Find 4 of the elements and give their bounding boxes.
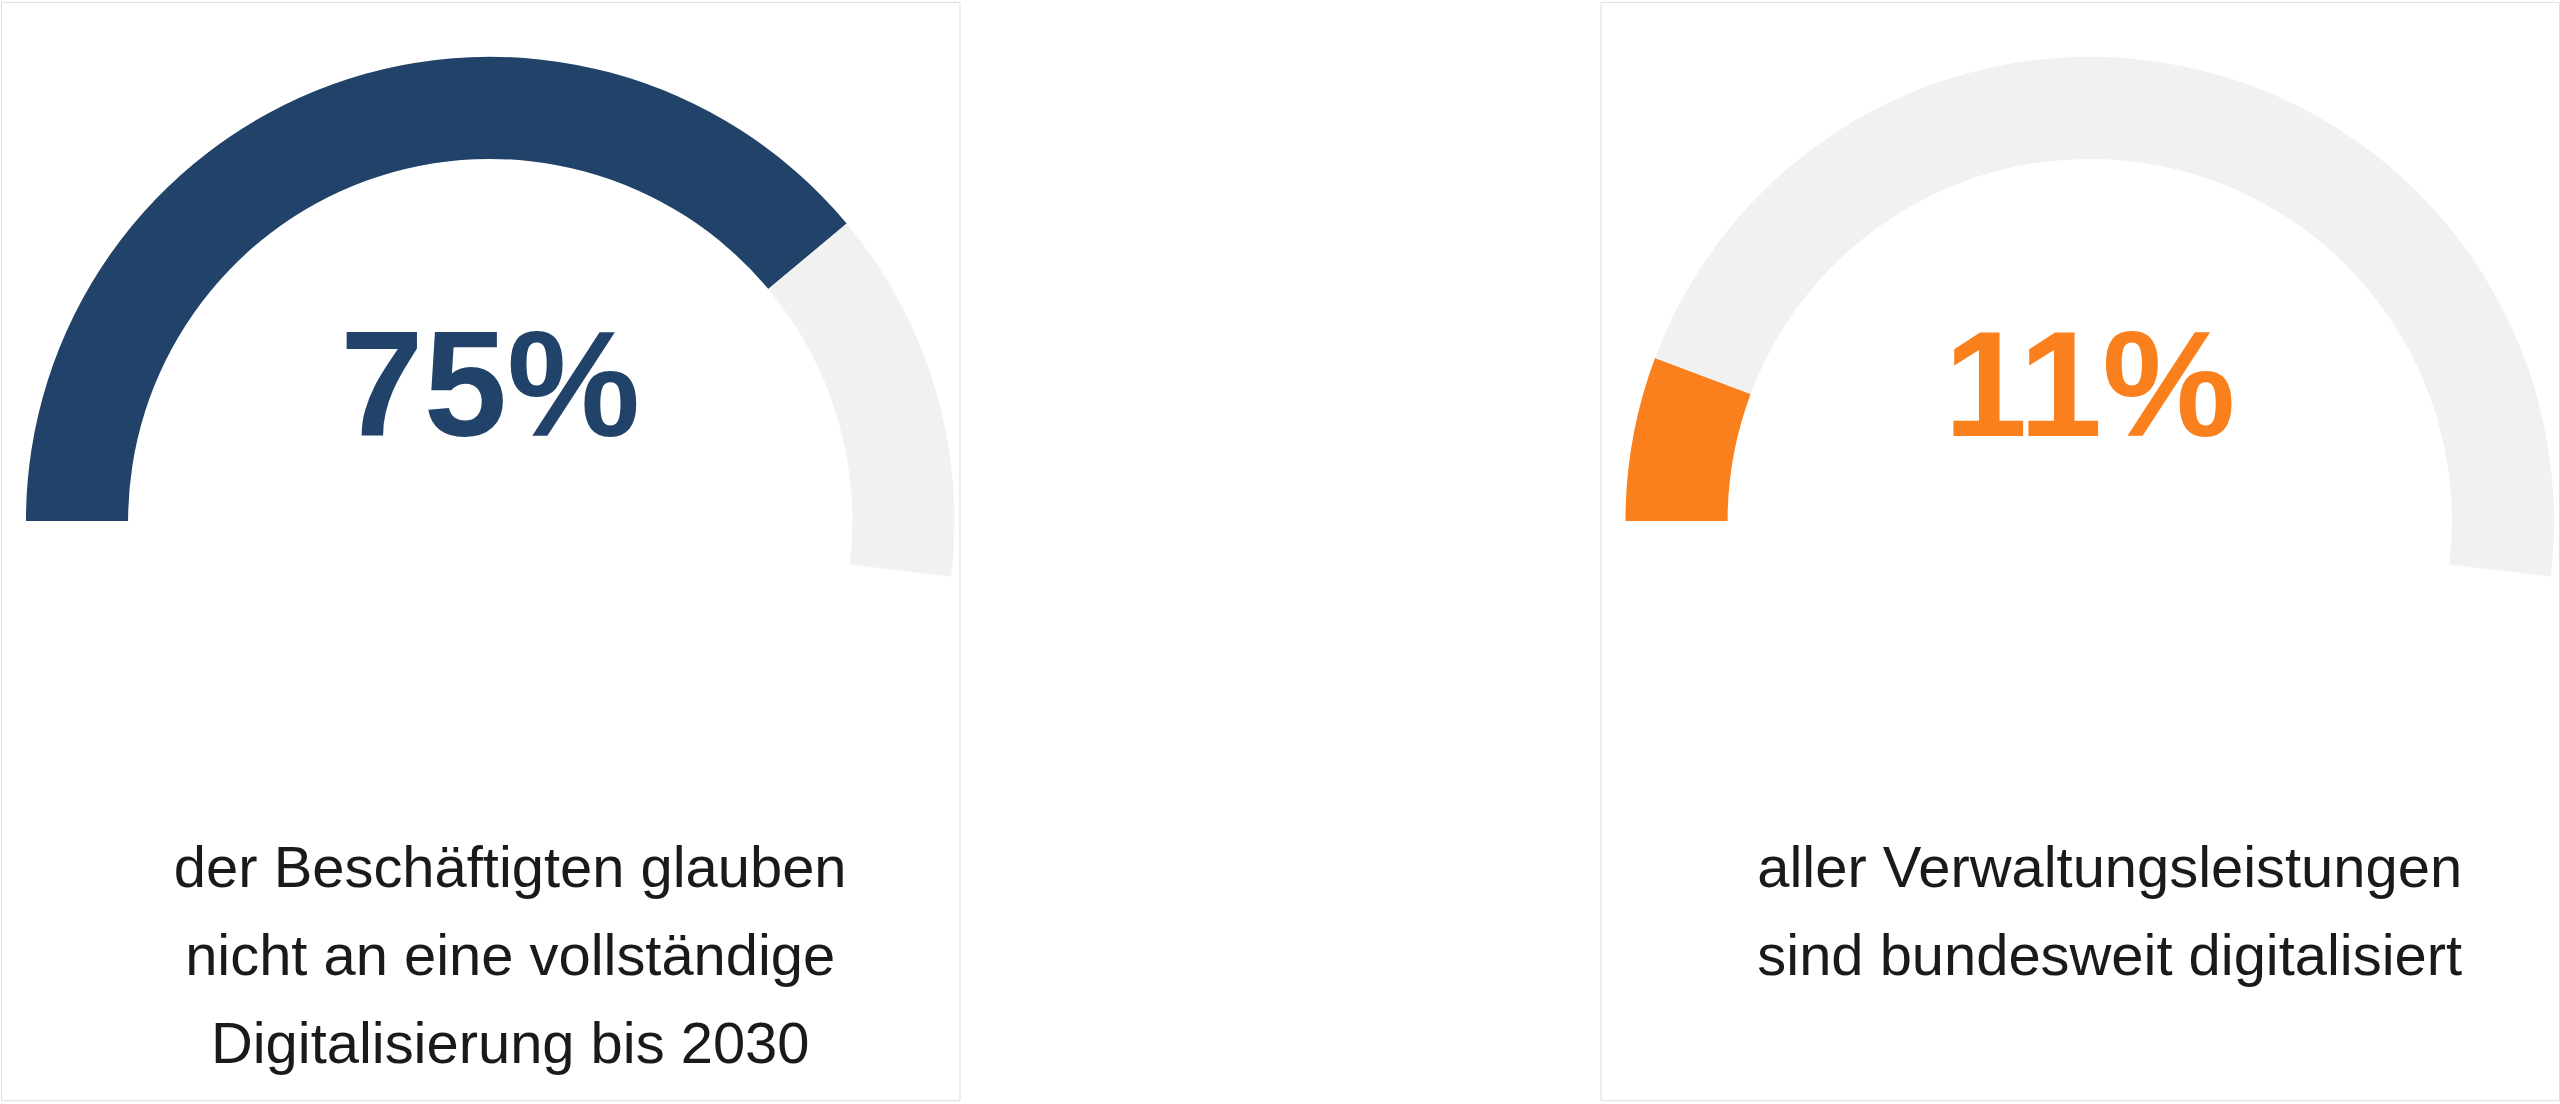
text: 75%: [340, 300, 641, 469]
text: 11%: [1944, 300, 2236, 469]
text: der Beschäftigten glauben nicht an eine vollständige Digitalisierung bis 2030: [173, 835, 847, 1076]
text: aller Verwaltungsleistungen sind bundesweit digitalisiert: [1757, 835, 2463, 988]
